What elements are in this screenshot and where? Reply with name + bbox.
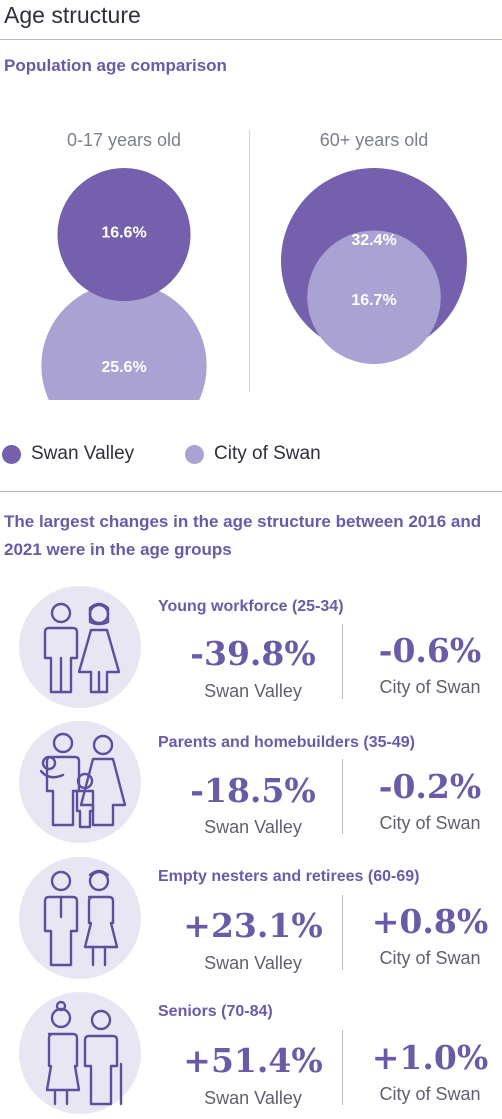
value-city-of-swan-parents-homebuilders: -0.2%: [378, 767, 482, 806]
bubble-label-swan-valley-60-plus: 32.4%: [351, 232, 396, 249]
value-swan-valley-young-workforce: -39.8%: [190, 634, 316, 673]
bubble-swan-valley-0-17: [57, 168, 191, 302]
title-divider: [0, 39, 502, 40]
value-swan-valley-empty-nesters: +23.1%: [183, 906, 323, 945]
page-title: Age structure: [4, 2, 141, 28]
bubble-chart: 16.6% 25.6% 32.4% 16.7%: [41, 168, 467, 400]
value-city-of-swan-young-workforce: -0.6%: [378, 631, 482, 670]
legend-label-city-of-swan: City of Swan: [214, 443, 321, 464]
value-swan-valley-parents-homebuilders: -18.5%: [190, 771, 316, 810]
bubble-city-of-swan-60-plus: [307, 230, 441, 364]
caption-city-of-swan: City of Swan: [379, 677, 481, 697]
value-city-of-swan-empty-nesters: +0.8%: [371, 902, 489, 941]
caption-city-of-swan: City of Swan: [379, 948, 481, 968]
value-city-of-swan-seniors: +1.0%: [371, 1038, 489, 1077]
chart-subtitle: Population age comparison: [4, 56, 227, 75]
bubble-label-city-of-swan-0-17: 25.6%: [101, 359, 146, 376]
value-divider: [342, 624, 343, 699]
bubble-city-of-swan-0-17: [41, 283, 207, 400]
caption-swan-valley: Swan Valley: [204, 817, 302, 837]
group-divider: [249, 130, 250, 392]
caption-swan-valley: Swan Valley: [204, 953, 302, 973]
group-label-60-plus: 60+ years old: [319, 130, 429, 150]
family-icon: [19, 721, 141, 843]
row-title-parents-homebuilders: Parents and homebuilders (35-49): [158, 734, 415, 751]
legend-swatch-city-of-swan: [185, 445, 204, 464]
value-divider: [342, 759, 343, 834]
caption-city-of-swan: City of Swan: [379, 813, 481, 833]
row-title-empty-nesters: Empty nesters and retirees (60-69): [158, 868, 420, 885]
row-title-seniors: Seniors (70-84): [158, 1003, 273, 1020]
bubble-label-swan-valley-0-17: 16.6%: [101, 225, 146, 242]
caption-swan-valley: Swan Valley: [204, 1088, 302, 1108]
changes-heading: The largest changes in the age structure…: [4, 512, 482, 559]
bubble-label-city-of-swan-60-plus: 16.7%: [351, 292, 396, 309]
caption-swan-valley: Swan Valley: [204, 681, 302, 701]
legend-swatch-swan-valley: [2, 445, 21, 464]
legend-label-swan-valley: Swan Valley: [31, 443, 135, 464]
group-label-0-17: 0-17 years old: [66, 130, 182, 150]
section-divider: [0, 491, 502, 492]
row-title-young-workforce: Young workforce (25-34): [158, 598, 344, 615]
value-divider: [342, 1030, 343, 1105]
value-divider: [342, 895, 343, 970]
caption-city-of-swan: City of Swan: [379, 1084, 481, 1104]
older-couple-icon: [19, 857, 141, 979]
value-swan-valley-seniors: +51.4%: [183, 1041, 323, 1080]
young-couple-icon: [19, 586, 141, 708]
senior-couple-icon: [19, 992, 141, 1114]
